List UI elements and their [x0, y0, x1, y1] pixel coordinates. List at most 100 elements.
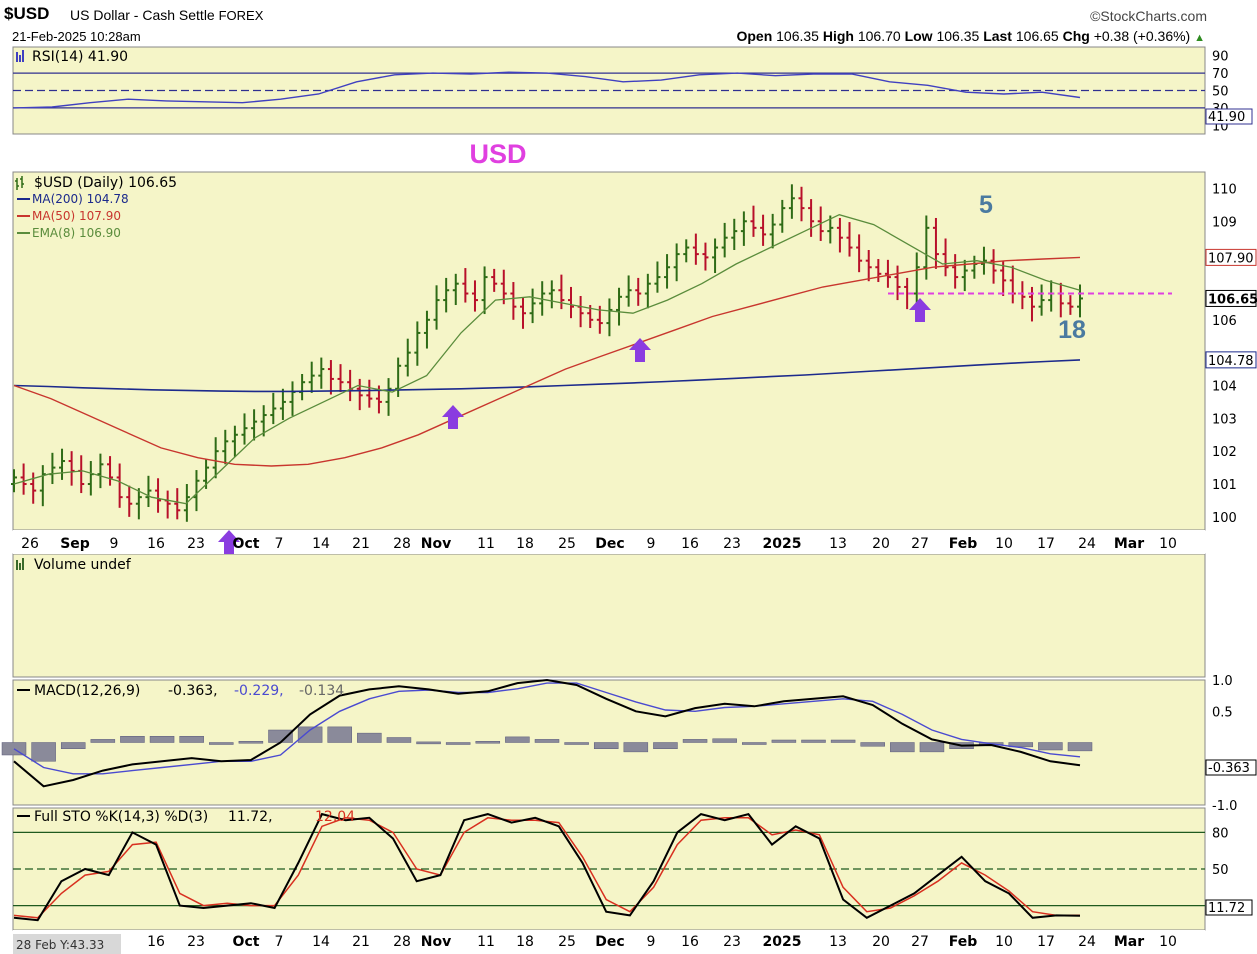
macd-histogram-bar	[593, 742, 619, 749]
price-panel-bg	[12, 171, 1206, 531]
macd-histogram-bar	[1, 742, 27, 756]
usd-annotation: USD	[469, 139, 526, 169]
sto-k-line	[13, 812, 1081, 922]
x-tick-label: 9	[647, 536, 656, 552]
macd-histogram-bar	[801, 739, 826, 743]
x-axis-strip	[13, 530, 1205, 554]
x-tick-label: 10	[1159, 536, 1177, 552]
chg-value: +0.38 (+0.36%)	[1093, 28, 1191, 44]
last-tag-bg	[1205, 289, 1257, 307]
macd-tick-label: -1.0	[1212, 799, 1237, 814]
quote-bar: Open 106.35 High 106.70 Low 106.35 Last …	[736, 28, 1205, 44]
macd-histogram-bar	[475, 741, 501, 744]
x-tick-label: 23	[187, 536, 205, 552]
macd-histogram-bar	[357, 732, 382, 743]
macd-histogram-bar	[149, 736, 175, 743]
price-tick-label: 106	[1212, 314, 1237, 329]
macd-histogram-bar	[31, 742, 56, 762]
x-axis-strip-bottom	[13, 930, 1205, 954]
x-tick-label-bottom: 9	[647, 934, 656, 950]
macd-signal-line	[13, 682, 1081, 775]
vol-panel-bg	[12, 553, 1206, 678]
rsi-value-tag-text: 41.90	[1208, 110, 1245, 125]
chart-date: 21-Feb-2025 10:28am	[12, 29, 141, 44]
volume-legend-icon	[16, 558, 24, 570]
ema8-line	[13, 214, 1081, 505]
x-tick-label-bottom: 23	[187, 934, 205, 950]
rsi-tick-label: 50	[1212, 85, 1229, 100]
x-tick-label: Mar	[1114, 536, 1144, 552]
wave-label-18: 18	[1058, 316, 1086, 344]
sto-tag-bg	[1205, 899, 1253, 916]
macd-histogram-bar	[209, 742, 234, 745]
rsi-value-tag	[1205, 108, 1253, 125]
ma50-tag-bg	[1205, 248, 1257, 266]
buy-arrow-icon	[909, 298, 931, 322]
x-tick-label: 27	[911, 536, 929, 552]
x-tick-label-bottom: 23	[723, 934, 741, 950]
x-tick-label: Feb	[949, 536, 978, 552]
ma200-tag: 104.78	[1208, 354, 1254, 369]
price-tick-label: 104	[1212, 379, 1237, 394]
x-tick-label: 10	[995, 536, 1013, 552]
macd-histogram-bar	[120, 736, 145, 743]
macd-histogram-bar	[653, 742, 678, 749]
x-tick-label-bottom: 10	[995, 934, 1013, 950]
x-tick-label-bottom: 25	[558, 934, 576, 950]
x-tick-label: 16	[681, 536, 699, 552]
x-tick-label-bottom: 2025	[763, 934, 802, 950]
x-tick-label-bottom: 18	[516, 934, 534, 950]
macd-histogram-bar	[238, 741, 264, 744]
low-value: 106.35	[936, 28, 980, 44]
sto-legend: Full STO %K(14,3) %D(3)	[34, 809, 208, 825]
x-tick-label: 16	[147, 536, 165, 552]
macd-value: -0.363,	[168, 683, 218, 699]
legend-entry: MA(50) 107.90	[32, 209, 121, 223]
macd-histogram-bar	[416, 741, 441, 745]
brand-logo[interactable]: ©StockCharts.com	[1090, 8, 1207, 24]
x-tick-label-bottom: 28	[393, 934, 411, 950]
macd-histogram-bar	[179, 736, 204, 743]
ohlc-legend-icon	[15, 176, 24, 190]
up-triangle-icon: ▲	[1194, 32, 1205, 44]
rsi-line	[13, 71, 1081, 109]
x-tick-label: 13	[829, 536, 847, 552]
macd-histogram-bar	[564, 742, 589, 745]
macd-tag-bg	[1205, 759, 1257, 776]
macd-histogram-bar	[90, 739, 116, 743]
note-bg	[13, 934, 121, 954]
x-tick-label: 28	[393, 536, 411, 552]
macd-histogram-bar	[445, 742, 471, 745]
x-tick-label: Nov	[421, 536, 451, 552]
price-tick-label: 100	[1212, 511, 1237, 526]
x-tick-label: Oct	[233, 536, 260, 552]
legend-entry: MA(200) 104.78	[32, 192, 129, 206]
x-tick-label: 20	[872, 536, 890, 552]
x-tick-label-bottom: 20	[872, 934, 890, 950]
x-tick-label: 17	[1037, 536, 1055, 552]
macd-histogram-bar	[860, 742, 885, 747]
symbol-title: $USD	[4, 4, 50, 23]
rsi-legend-icon	[16, 50, 24, 62]
x-tick-label: Sep	[60, 536, 90, 552]
x-tick-label: 9	[110, 536, 119, 552]
macd-hist-value: -0.134	[299, 683, 344, 699]
x-tick-label-bottom: 11	[477, 934, 495, 950]
buy-arrow-icon	[218, 530, 240, 554]
sto-d-value: 12.04	[315, 809, 355, 825]
macd-tag: -0.363	[1208, 761, 1250, 776]
macd-histogram-bar	[919, 742, 945, 753]
description-text: US Dollar - Cash Settle	[70, 7, 215, 23]
macd-histogram-bar	[742, 742, 767, 745]
price-tick-label: 109	[1212, 215, 1237, 230]
last-value: 106.65	[1015, 28, 1059, 44]
wave-label-5: 5	[979, 191, 993, 219]
x-tick-label: Dec	[595, 536, 624, 552]
macd-histogram-bar	[60, 742, 86, 749]
buy-arrow-icon	[442, 405, 464, 429]
macd-histogram-bar	[890, 742, 915, 753]
x-tick-label-bottom: 14	[312, 934, 330, 950]
macd-histogram-bar	[712, 738, 737, 743]
x-tick-label: 26	[21, 536, 39, 552]
